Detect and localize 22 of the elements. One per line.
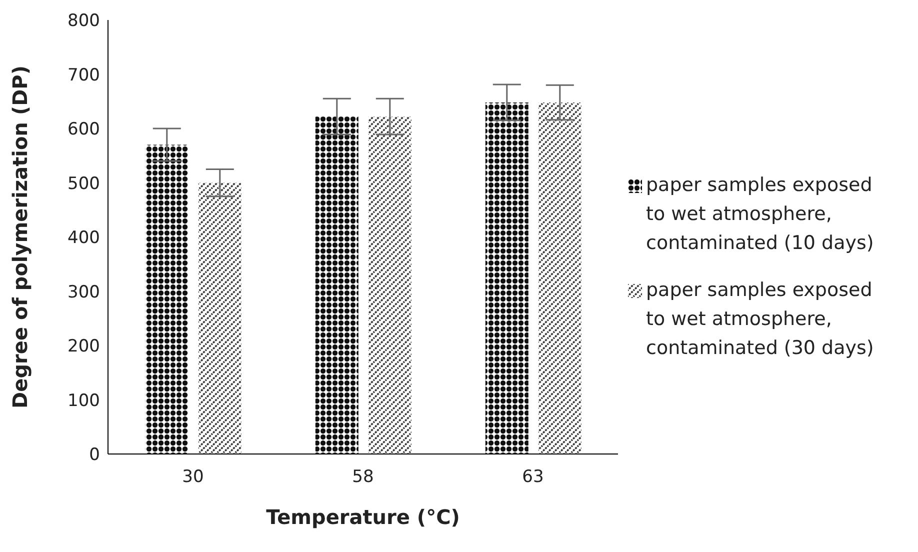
y-tick-label: 200 [68,336,100,357]
y-tick-label: 500 [68,174,100,194]
y-tick-label: 0 [89,445,100,466]
y-tick-label: 700 [68,65,100,86]
y-tick-label: 100 [68,390,100,411]
legend-label: paper samples exposed to wet atmosphere, contaminated (30 days) [646,278,875,361]
bar [198,182,242,454]
bar [538,102,582,454]
x-tick-label: 30 [182,467,204,488]
y-axis-title: Degree of polymerization (DP) [8,66,32,408]
bar [315,116,358,454]
y-tick-label: 800 [68,11,100,32]
y-tick-label: 600 [68,120,100,140]
x-axis-title: Temperature (°C) [266,505,460,529]
bar [145,144,188,454]
y-tick-label: 400 [68,228,100,248]
y-tick-label: 300 [68,282,100,302]
bar [485,102,528,454]
x-tick-label: 58 [352,467,374,488]
legend-label: paper samples exposed to wet atmosphere, contaminated (10 days) [646,173,875,256]
bar [368,116,412,454]
x-tick-label: 63 [522,467,544,488]
